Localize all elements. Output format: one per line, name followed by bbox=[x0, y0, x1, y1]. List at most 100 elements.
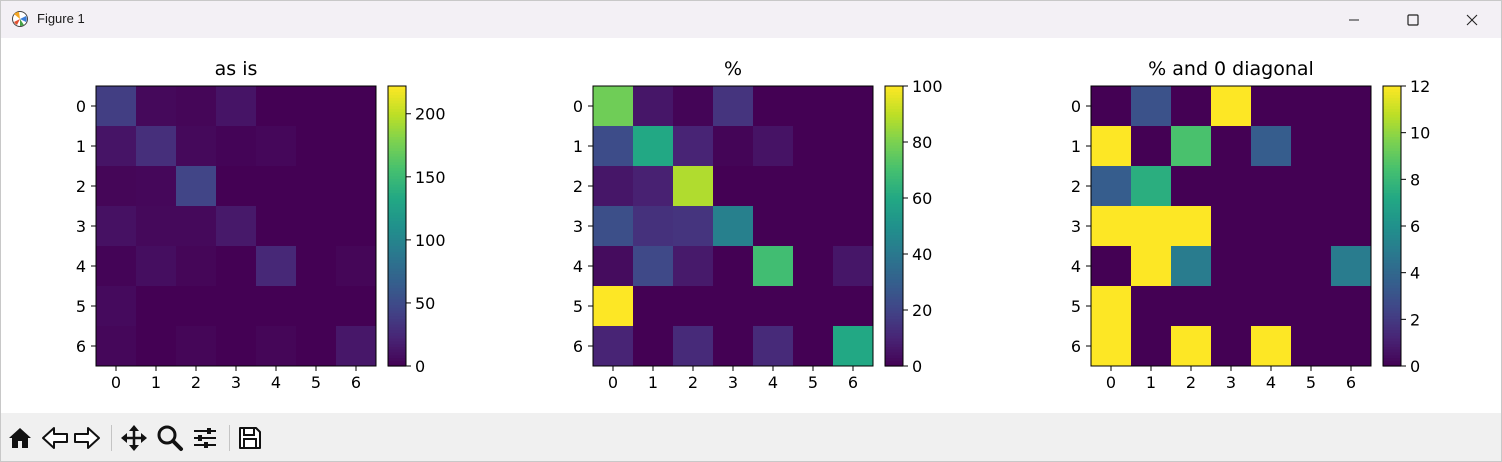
colorbar-band bbox=[885, 111, 903, 115]
colorbar-band bbox=[388, 167, 406, 171]
colorbar-band bbox=[388, 91, 406, 95]
colorbar-band bbox=[388, 128, 406, 132]
heatmap-cell bbox=[1291, 126, 1332, 167]
heatmap-cell bbox=[1131, 246, 1172, 287]
pan-button[interactable] bbox=[119, 423, 149, 453]
heatmap-cell bbox=[176, 166, 217, 207]
y-tick-label: 0 bbox=[1071, 97, 1081, 116]
heatmap-cell bbox=[633, 206, 674, 247]
colorbar-band bbox=[885, 156, 903, 160]
heatmap-cell bbox=[673, 246, 714, 287]
colorbar-band bbox=[1383, 186, 1401, 191]
colorbar-band bbox=[885, 130, 903, 135]
colorbar-band bbox=[1383, 136, 1401, 140]
back-button[interactable] bbox=[40, 423, 70, 453]
maximize-button[interactable] bbox=[1390, 1, 1436, 38]
colorbar-band bbox=[1383, 150, 1401, 154]
colorbar-tick-label: 0 bbox=[1410, 357, 1420, 376]
colorbar-band bbox=[388, 318, 406, 322]
colorbar-tick-label: 0 bbox=[912, 357, 922, 376]
heatmap-cell bbox=[833, 286, 874, 327]
colorbar-band bbox=[1383, 184, 1401, 188]
colorbar-band bbox=[885, 321, 903, 325]
toolbar-separator bbox=[229, 425, 230, 451]
colorbar-band bbox=[388, 287, 406, 291]
colorbar-band bbox=[885, 119, 903, 123]
y-tick-label: 6 bbox=[76, 337, 86, 356]
colorbar-band bbox=[388, 321, 406, 325]
colorbar-band bbox=[885, 301, 903, 305]
colorbar-tick-label: 40 bbox=[912, 245, 932, 264]
heatmap-cell bbox=[793, 326, 834, 367]
heatmap-cell bbox=[1251, 206, 1292, 247]
heatmap-cell bbox=[96, 246, 137, 287]
heatmap-cell bbox=[713, 286, 754, 327]
colorbar-band bbox=[388, 212, 406, 216]
heatmap-cell bbox=[753, 206, 794, 247]
colorbar-band bbox=[388, 256, 406, 261]
heatmap-cell bbox=[1331, 206, 1372, 247]
colorbar-band bbox=[1383, 200, 1401, 205]
colorbar-band bbox=[388, 310, 406, 314]
plot-canvas[interactable]: as is 0 1 2 3 4 5 6 0 1 2 3 4 5 6 0 50 100 150 200% 0 1 2 3 4 5 6 0… bbox=[1, 38, 1501, 413]
heatmap-cell bbox=[1131, 86, 1172, 127]
colorbar-band bbox=[885, 312, 903, 317]
colorbar-band bbox=[1383, 105, 1401, 109]
colorbar-band bbox=[1383, 100, 1401, 104]
forward-button[interactable] bbox=[72, 423, 102, 453]
colorbar-band bbox=[885, 209, 903, 213]
heatmap-cell bbox=[1131, 326, 1172, 367]
colorbar-frame bbox=[884, 85, 904, 367]
colorbar-band bbox=[1383, 245, 1401, 249]
colorbar-band bbox=[388, 304, 406, 308]
heatmap-cell bbox=[1211, 126, 1252, 167]
home-button[interactable] bbox=[5, 423, 35, 453]
colorbar-band bbox=[885, 220, 903, 224]
y-tick-label: 2 bbox=[573, 177, 583, 196]
heatmap-cell bbox=[1251, 166, 1292, 207]
colorbar-band bbox=[388, 251, 406, 255]
heatmap-cell bbox=[833, 126, 874, 167]
colorbar-band bbox=[1383, 298, 1401, 303]
colorbar-band bbox=[388, 338, 406, 342]
title-bar[interactable]: Figure 1 bbox=[1, 1, 1501, 38]
colorbar-band bbox=[388, 158, 406, 163]
y-tick-label: 1 bbox=[76, 137, 86, 156]
minimize-button[interactable] bbox=[1331, 1, 1377, 38]
colorbar-band bbox=[885, 251, 903, 255]
colorbar-band bbox=[885, 265, 903, 269]
colorbar-tick-label: 2 bbox=[1410, 310, 1420, 329]
colorbar-band bbox=[885, 164, 903, 168]
close-button[interactable] bbox=[1449, 1, 1495, 38]
heatmap-cell bbox=[1131, 286, 1172, 327]
colorbar-frame bbox=[387, 85, 407, 367]
heatmap-cell bbox=[136, 126, 177, 167]
colorbar-band bbox=[1383, 329, 1401, 333]
configure-subplots-button[interactable] bbox=[190, 423, 220, 453]
heatmap-cell bbox=[296, 166, 337, 207]
heatmap-cell bbox=[713, 86, 754, 127]
save-button[interactable] bbox=[235, 423, 265, 453]
colorbar-band bbox=[388, 265, 406, 269]
colorbar-band bbox=[885, 354, 903, 359]
heatmap-cell bbox=[673, 286, 714, 327]
pan-icon bbox=[121, 425, 147, 451]
colorbar-band bbox=[885, 102, 903, 107]
colorbar-band bbox=[885, 203, 903, 207]
colorbar-band bbox=[1383, 198, 1401, 202]
colorbar-band bbox=[1383, 86, 1401, 90]
heatmap-cell bbox=[793, 246, 834, 287]
x-tick-label: 0 bbox=[1106, 373, 1116, 392]
colorbar-band bbox=[885, 296, 903, 300]
heatmap-cell bbox=[593, 126, 634, 167]
heatmap-cell bbox=[296, 326, 337, 367]
y-tick-label: 0 bbox=[76, 97, 86, 116]
zoom-button[interactable] bbox=[155, 423, 185, 453]
colorbar-band bbox=[388, 312, 406, 317]
y-tick-label: 3 bbox=[573, 217, 583, 236]
colorbar-band bbox=[1383, 256, 1401, 261]
heatmap-cell bbox=[296, 86, 337, 127]
colorbar-band bbox=[388, 340, 406, 345]
colorbar-band bbox=[885, 175, 903, 179]
